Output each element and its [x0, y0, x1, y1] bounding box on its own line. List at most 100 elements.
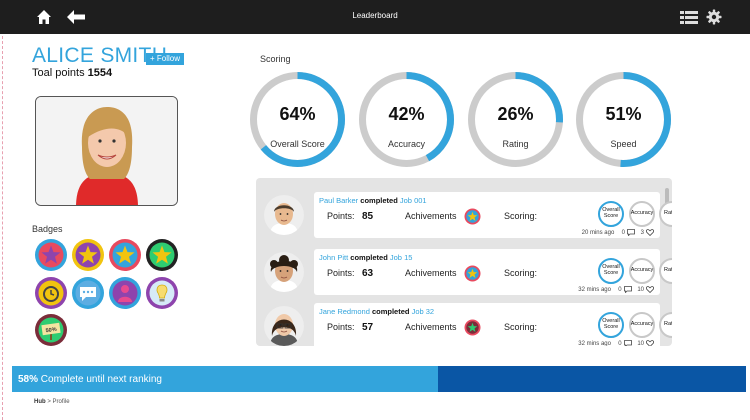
score-pill-0[interactable]: Overall Score — [598, 312, 624, 338]
feed-job-link[interactable]: Job 15 — [389, 253, 413, 262]
ranking-progress-caption: Complete until next ranking — [40, 374, 162, 385]
star-badge-icon[interactable] — [71, 238, 105, 272]
score-ring-label: Overall Score — [270, 139, 325, 149]
feed-comment-count: 0 — [621, 229, 625, 236]
star-badge-icon[interactable] — [145, 238, 179, 272]
user-badge-icon[interactable] — [108, 276, 142, 310]
heart-icon[interactable] — [646, 340, 654, 346]
score-ring-percent: 26% — [497, 104, 534, 124]
score-ring-percent: 64% — [279, 104, 316, 124]
comment-icon[interactable] — [623, 340, 632, 346]
scoring-label: Scoring — [260, 54, 291, 64]
score-ring-label: Speed — [610, 139, 637, 149]
score-pill-0[interactable]: Overall Score — [598, 201, 624, 227]
achievement-star-icon[interactable] — [464, 319, 481, 336]
feed-action: completed — [350, 253, 388, 262]
breadcrumb-current: Profile — [52, 399, 70, 405]
feed-points-value: 85 — [362, 211, 374, 222]
score-ring-arc — [359, 72, 454, 167]
sign-badge-text: 50% — [45, 327, 57, 334]
score-ring-label: Accuracy — [387, 139, 425, 149]
feed-card-headline: Paul Barker completed Job 001 — [319, 196, 427, 205]
alarm-clock-badge-icon[interactable] — [34, 276, 68, 310]
score-ring-0: 64% Overall Score — [248, 70, 347, 169]
heart-icon[interactable] — [646, 229, 654, 236]
feed-time: 32 mins ago — [578, 286, 611, 293]
feed-time: 32 mins ago — [578, 340, 611, 347]
feed-points-label: Points: — [327, 322, 355, 332]
feed-scoring-label: Scoring: — [504, 211, 538, 221]
score-ring-1: 42% Accuracy — [357, 70, 456, 169]
ranking-progress-percent: 58% — [18, 374, 39, 385]
feed-job-link[interactable]: Job 001 — [399, 196, 427, 205]
ranking-progress-fill — [12, 366, 438, 392]
feed-like-count: 3 — [640, 229, 644, 236]
score-ring-3: 51% Speed — [574, 70, 673, 169]
feed-scoring-label: Scoring: — [504, 322, 538, 332]
follow-button[interactable]: + Follow — [146, 53, 185, 65]
score-ring-arc — [468, 72, 563, 167]
total-points-label: Toal points — [32, 67, 85, 79]
feed-points-value: 57 — [362, 322, 374, 333]
feed-avatar[interactable] — [264, 252, 304, 292]
feed-like-count: 10 — [637, 340, 644, 347]
score-pill-1[interactable]: Accuracy — [629, 312, 655, 338]
top-bar: Leaderboard — [0, 0, 750, 34]
ranking-progress-bar: 58% Complete until next ranking — [12, 366, 746, 392]
score-ring-2: 26% Rating — [466, 70, 565, 169]
feed-scoring-label: Scoring: — [504, 268, 538, 278]
feed-points-label: Points: — [327, 268, 355, 278]
achievement-star-icon[interactable] — [464, 265, 481, 282]
heart-icon[interactable] — [646, 286, 654, 293]
feed-comment-count: 0 — [618, 340, 622, 347]
score-pill-1[interactable]: Accuracy — [629, 258, 655, 284]
feed-card-meta: 20 mins ago 0 3 — [582, 229, 654, 236]
score-pill-0[interactable]: Overall Score — [598, 258, 624, 284]
achievement-star-icon[interactable] — [464, 208, 481, 225]
feed-avatar[interactable] — [264, 195, 304, 235]
score-ring-percent: 51% — [605, 104, 642, 124]
feed-job-link[interactable]: Job 32 — [411, 307, 435, 316]
score-pill-1[interactable]: Accuracy — [629, 201, 655, 227]
feed-points-label: Points: — [327, 211, 355, 221]
score-pill-2[interactable]: Rating — [659, 312, 672, 338]
feed-action: completed — [371, 307, 410, 316]
feed-points-value: 63 — [362, 268, 374, 279]
feed-action: completed — [360, 196, 398, 205]
score-ring-arc — [576, 72, 671, 167]
activity-feed[interactable]: Paul Barker completed Job 001 Points: 85 Ac… — [256, 178, 672, 346]
lightbulb-badge-icon[interactable] — [145, 276, 179, 310]
feed-card-headline: John Pitt completed Job 15 — [319, 253, 412, 262]
feed-person-link[interactable]: John Pitt — [319, 253, 349, 262]
feed-achievements-label: Achivements — [405, 322, 457, 332]
feed-card: Jane Redmond completed Job 32 Points: 57 Ac… — [314, 303, 672, 347]
breadcrumb-hub[interactable]: Hub — [34, 399, 46, 405]
comment-icon[interactable] — [627, 229, 635, 236]
comment-icon[interactable] — [623, 286, 632, 293]
feed-time: 20 mins ago — [581, 229, 615, 236]
feed-person-link[interactable]: Paul Barker — [319, 196, 359, 205]
feed-comment-count: 0 — [618, 286, 622, 293]
home-icon[interactable] — [36, 9, 52, 25]
feed-card: Paul Barker completed Job 001 Points: 85 Ac… — [314, 192, 672, 238]
feed-person-link[interactable]: Jane Redmond — [319, 307, 370, 316]
back-arrow-icon[interactable] — [66, 9, 86, 25]
total-points-value: 1554 — [87, 67, 113, 79]
score-pill-2[interactable]: Rating — [659, 201, 672, 227]
score-pill-2[interactable]: Rating — [659, 258, 672, 284]
score-ring-label: Rating — [502, 139, 529, 149]
sign-badge-icon[interactable]: 50% — [34, 313, 68, 347]
star-badge-icon[interactable] — [108, 238, 142, 272]
ranking-progress-text: 58% Complete until next ranking — [18, 374, 162, 385]
profile-photo — [35, 96, 178, 206]
feed-avatar[interactable] — [264, 306, 304, 346]
list-view-icon[interactable] — [680, 11, 698, 24]
chat-badge-icon[interactable] — [71, 276, 105, 310]
gear-icon[interactable] — [706, 9, 722, 25]
feed-like-count: 10 — [637, 286, 644, 293]
feed-card-headline: Jane Redmond completed Job 32 — [319, 307, 434, 316]
user-name: ALICE SMITH — [32, 44, 168, 67]
star-badge-icon[interactable] — [34, 238, 68, 272]
feed-card: John Pitt completed Job 15 Points: 63 Achiv… — [314, 249, 672, 295]
